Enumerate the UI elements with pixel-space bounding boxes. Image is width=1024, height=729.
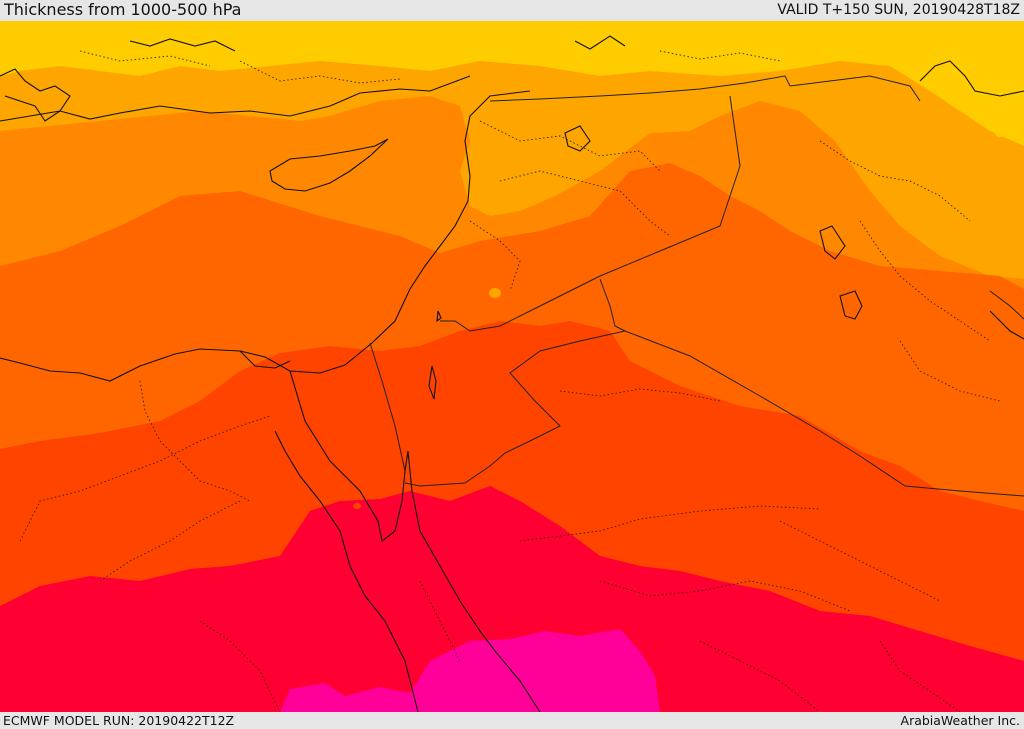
warm-cell — [468, 495, 512, 523]
admin-borders — [19, 50, 1001, 712]
band-7-fill — [280, 629, 660, 712]
thickness-map-svg — [0, 21, 1024, 712]
valid-time-label: VALID T+150 SUN, 20190428T18Z — [777, 2, 1020, 18]
band-2-fill — [0, 21, 1024, 279]
band-1-fill — [0, 21, 1024, 146]
warm-cell — [489, 288, 501, 298]
header-bar: Thickness from 1000-500 hPa VALID T+150 … — [0, 0, 1024, 21]
country-borders — [369, 75, 1024, 497]
thickness-map — [0, 21, 1024, 712]
warm-cell — [995, 131, 1005, 137]
warm-cell — [353, 503, 361, 509]
coastlines — [0, 35, 1024, 712]
footer-bar: ECMWF MODEL RUN: 20190422T12Z ArabiaWeat… — [0, 712, 1024, 729]
model-run-label: ECMWF MODEL RUN: 20190422T12Z — [3, 712, 235, 728]
band-6-fill — [0, 486, 1024, 712]
credit-label: ArabiaWeather Inc. — [900, 712, 1020, 728]
map-title: Thickness from 1000-500 hPa — [4, 0, 242, 19]
